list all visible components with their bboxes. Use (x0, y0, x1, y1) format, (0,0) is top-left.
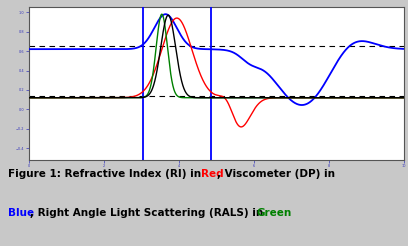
Text: , Viscometer (DP) in: , Viscometer (DP) in (217, 169, 339, 179)
Text: Figure 1: Refractive Index (RI) in: Figure 1: Refractive Index (RI) in (8, 169, 205, 179)
Text: Green: Green (256, 208, 291, 218)
Text: Red: Red (201, 169, 224, 179)
Text: , Right Angle Light Scattering (RALS) in: , Right Angle Light Scattering (RALS) in (30, 208, 267, 218)
Text: Blue: Blue (8, 208, 34, 218)
